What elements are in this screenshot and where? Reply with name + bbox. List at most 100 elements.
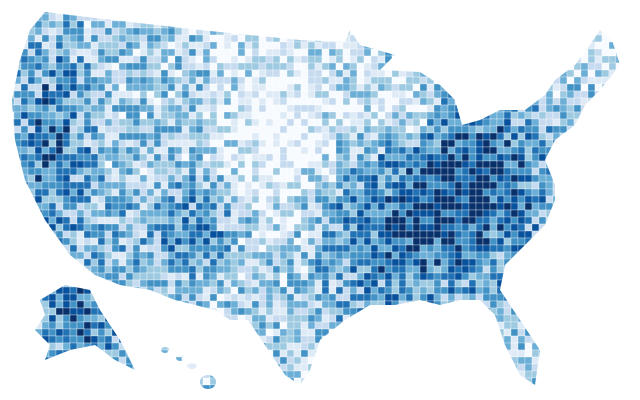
county-tile — [139, 188, 148, 197]
county-tile — [559, 300, 568, 309]
county-tile — [363, 125, 372, 134]
county-tile — [594, 83, 603, 92]
county-tile — [195, 20, 204, 29]
county-tile — [188, 13, 197, 22]
county-tile — [244, 279, 253, 288]
county-tile — [62, 335, 71, 344]
county-tile — [482, 300, 491, 309]
county-tile — [83, 370, 92, 379]
county-tile — [349, 349, 358, 358]
county-tile — [69, 244, 78, 253]
county-tile — [237, 12, 246, 15]
county-tile — [454, 83, 463, 92]
county-tile — [125, 153, 134, 162]
county-tile — [0, 63, 7, 70]
county-tile — [293, 321, 302, 330]
county-tile — [538, 300, 547, 309]
county-tile — [12, 174, 15, 183]
county-tile — [482, 90, 491, 99]
county-tile — [335, 265, 344, 274]
county-tile — [12, 195, 15, 204]
county-tile — [587, 62, 596, 71]
county-tile — [489, 279, 498, 288]
county-tile — [293, 76, 302, 85]
county-tile — [0, 14, 7, 21]
county-tile — [335, 216, 344, 225]
county-tile — [195, 90, 204, 99]
county-tile — [412, 342, 421, 351]
county-tile — [496, 12, 505, 15]
county-tile — [167, 111, 176, 120]
county-tile — [153, 181, 162, 190]
county-tile — [419, 216, 428, 225]
county-tile — [27, 69, 36, 78]
county-tile — [27, 300, 36, 309]
county-tile — [601, 132, 610, 141]
county-tile — [391, 188, 400, 197]
county-tile — [147, 0, 154, 7]
county-tile — [601, 90, 610, 99]
county-tile — [454, 34, 463, 43]
county-tile — [244, 370, 253, 379]
county-tile — [524, 118, 533, 127]
county-tile — [293, 272, 302, 281]
county-tile — [90, 160, 99, 169]
county-tile — [76, 146, 85, 155]
county-tile — [468, 286, 477, 295]
county-tile — [608, 13, 617, 22]
county-tile — [34, 279, 43, 288]
county-tile — [426, 20, 435, 29]
county-tile — [559, 202, 568, 211]
county-tile — [342, 188, 351, 197]
county-tile — [48, 216, 57, 225]
county-tile — [447, 118, 456, 127]
county-tile — [426, 265, 435, 274]
county-tile — [34, 293, 43, 302]
county-tile — [531, 216, 540, 225]
county-tile — [552, 293, 561, 302]
county-tile — [328, 97, 337, 106]
county-tile — [496, 34, 505, 43]
county-tile — [146, 279, 155, 288]
county-tile — [20, 13, 29, 22]
county-tile — [594, 342, 603, 351]
county-tile — [279, 244, 288, 253]
county-tile — [342, 342, 351, 351]
county-tile — [370, 76, 379, 85]
county-tile — [13, 48, 22, 57]
county-tile — [314, 48, 323, 57]
county-tile — [209, 370, 218, 379]
county-tile — [559, 132, 568, 141]
county-tile — [335, 90, 344, 99]
county-tile — [328, 216, 337, 225]
county-tile — [545, 118, 554, 127]
county-tile — [517, 363, 526, 372]
county-tile — [139, 209, 148, 218]
county-tile — [69, 27, 78, 36]
county-tile — [97, 27, 106, 36]
county-tile — [42, 0, 49, 7]
county-tile — [573, 370, 582, 379]
county-tile — [440, 97, 449, 106]
county-tile — [286, 265, 295, 274]
county-tile — [209, 307, 218, 316]
county-tile — [202, 279, 211, 288]
county-tile — [566, 328, 575, 337]
county-tile — [475, 188, 484, 197]
county-tile — [314, 83, 323, 92]
county-tile — [188, 209, 197, 218]
county-tile — [314, 258, 323, 267]
county-tile — [223, 279, 232, 288]
county-tile — [132, 83, 141, 92]
county-tile — [48, 125, 57, 134]
county-tile — [293, 314, 302, 323]
county-tile — [510, 209, 519, 218]
county-tile — [258, 20, 267, 29]
county-tile — [70, 0, 77, 7]
county-tile — [20, 321, 29, 330]
county-tile — [391, 160, 400, 169]
county-tile — [237, 272, 246, 281]
county-tile — [12, 272, 15, 281]
county-tile — [482, 279, 491, 288]
county-tile — [475, 27, 484, 36]
